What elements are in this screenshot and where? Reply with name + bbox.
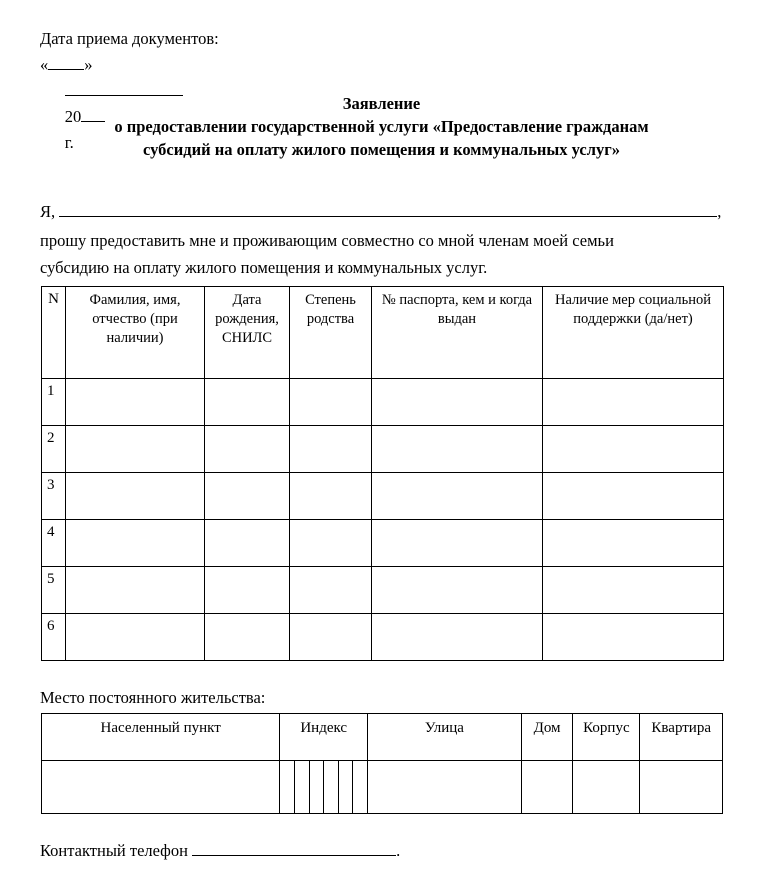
intake-date-block: Дата приема документов: « » 20 г.	[40, 26, 219, 156]
row-number: 4	[41, 519, 66, 567]
postal-index-cells	[280, 761, 367, 813]
row-fullname-input[interactable]	[65, 613, 205, 661]
address-street-input[interactable]	[367, 760, 522, 814]
index-digit-cell[interactable]	[324, 761, 339, 813]
contact-phone-line: Контактный телефон .	[40, 840, 400, 862]
residence-address-table: Населенный пункт Индекс Улица Дом Корпус…	[40, 713, 723, 814]
table-row: 1	[41, 378, 724, 426]
row-relation-input[interactable]	[289, 378, 372, 426]
applicant-name-input[interactable]	[59, 201, 718, 217]
address-house-input[interactable]	[520, 760, 574, 814]
row-social-support-input[interactable]	[542, 613, 724, 661]
title-subtitle-line2: субсидий на оплату жилого помещения и ко…	[143, 140, 620, 159]
row-birthdate-input[interactable]	[204, 378, 290, 426]
row-fullname-input[interactable]	[65, 378, 205, 426]
applicant-comma: ,	[717, 202, 722, 221]
row-social-support-input[interactable]	[542, 519, 724, 567]
address-flat-input[interactable]	[639, 760, 723, 814]
table-row: 6	[41, 613, 724, 661]
row-number: 2	[41, 425, 66, 473]
intake-year-input[interactable]	[81, 105, 106, 122]
row-birthdate-input[interactable]	[204, 472, 290, 520]
row-relation-input[interactable]	[289, 566, 372, 614]
row-social-support-input[interactable]	[542, 566, 724, 614]
row-number: 1	[41, 378, 66, 426]
row-birthdate-input[interactable]	[204, 519, 290, 567]
intake-day-input[interactable]	[48, 53, 85, 70]
row-number: 5	[41, 566, 66, 614]
row-birthdate-input[interactable]	[204, 566, 290, 614]
row-passport-input[interactable]	[371, 425, 543, 473]
address-header-building: Корпус	[572, 713, 641, 761]
address-index-input[interactable]	[279, 760, 369, 814]
table-row: 4	[41, 519, 724, 567]
row-birthdate-input[interactable]	[204, 613, 290, 661]
intake-year-suffix: г.	[64, 133, 74, 152]
row-number: 6	[41, 613, 66, 661]
title-main: Заявление	[342, 94, 421, 113]
row-social-support-input[interactable]	[542, 472, 724, 520]
address-header-index: Индекс	[279, 713, 369, 761]
row-passport-input[interactable]	[371, 519, 543, 567]
page-title: Заявление о предоставлении государственн…	[40, 92, 723, 161]
address-city-input[interactable]	[40, 760, 281, 814]
row-fullname-input[interactable]	[65, 425, 205, 473]
row-relation-input[interactable]	[289, 519, 372, 567]
row-relation-input[interactable]	[289, 613, 372, 661]
row-passport-input[interactable]	[371, 378, 543, 426]
contact-phone-input[interactable]	[192, 840, 397, 856]
family-header-fullname: Фамилия, имя, отчество (при наличии)	[65, 286, 205, 379]
intake-date-fields: « » 20 г.	[40, 52, 219, 156]
index-digit-cell[interactable]	[280, 761, 295, 813]
address-header-street: Улица	[367, 713, 522, 761]
quote-close: »	[84, 55, 93, 74]
row-birthdate-input[interactable]	[204, 425, 290, 473]
intake-month-input[interactable]	[64, 79, 183, 96]
address-header-city: Населенный пункт	[40, 713, 281, 761]
table-row: 2	[41, 425, 724, 473]
index-digit-cell[interactable]	[310, 761, 325, 813]
applicant-statement: Я, , прошу предоставить мне и проживающи…	[40, 198, 730, 281]
contact-phone-period: .	[396, 841, 401, 860]
row-relation-input[interactable]	[289, 425, 372, 473]
applicant-body-line1: прошу предоставить мне и проживающим сов…	[40, 231, 614, 250]
residence-label: Место постоянного жительства:	[40, 688, 266, 707]
intake-date-label: Дата приема документов:	[40, 29, 219, 48]
applicant-prefix: Я,	[40, 202, 56, 221]
quote-open: «	[40, 55, 49, 74]
intake-year-prefix: 20	[64, 107, 82, 126]
address-header-flat: Квартира	[639, 713, 723, 761]
row-passport-input[interactable]	[371, 613, 543, 661]
family-header-birthdate: Дата рождения, СНИЛС	[204, 286, 290, 379]
table-row: 3	[41, 472, 724, 520]
address-table-value-row	[40, 760, 723, 814]
family-header-passport: № паспорта, кем и когда выдан	[371, 286, 543, 379]
index-digit-cell[interactable]	[353, 761, 367, 813]
title-subtitle-line1: о предоставлении государственной услуги …	[114, 117, 649, 136]
family-header-number: N	[41, 286, 66, 379]
applicant-body-line2: субсидию на оплату жилого помещения и ко…	[40, 258, 488, 277]
row-social-support-input[interactable]	[542, 378, 724, 426]
family-header-relation: Степень родства	[289, 286, 372, 379]
row-fullname-input[interactable]	[65, 566, 205, 614]
address-header-house: Дом	[520, 713, 574, 761]
row-relation-input[interactable]	[289, 472, 372, 520]
table-row: 5	[41, 566, 724, 614]
index-digit-cell[interactable]	[295, 761, 310, 813]
family-header-social-support: Наличие мер социальной поддержки (да/нет…	[542, 286, 724, 379]
row-fullname-input[interactable]	[65, 472, 205, 520]
row-number: 3	[41, 472, 66, 520]
row-passport-input[interactable]	[371, 472, 543, 520]
address-building-input[interactable]	[572, 760, 641, 814]
family-members-table: N Фамилия, имя, отчество (при наличии) Д…	[41, 286, 724, 661]
address-table-header-row: Населенный пункт Индекс Улица Дом Корпус…	[40, 713, 723, 761]
family-table-header-row: N Фамилия, имя, отчество (при наличии) Д…	[41, 286, 724, 379]
row-fullname-input[interactable]	[65, 519, 205, 567]
row-passport-input[interactable]	[371, 566, 543, 614]
index-digit-cell[interactable]	[339, 761, 354, 813]
contact-phone-label: Контактный телефон	[40, 841, 188, 860]
row-social-support-input[interactable]	[542, 425, 724, 473]
applicant-name-line: Я, ,	[40, 198, 730, 225]
